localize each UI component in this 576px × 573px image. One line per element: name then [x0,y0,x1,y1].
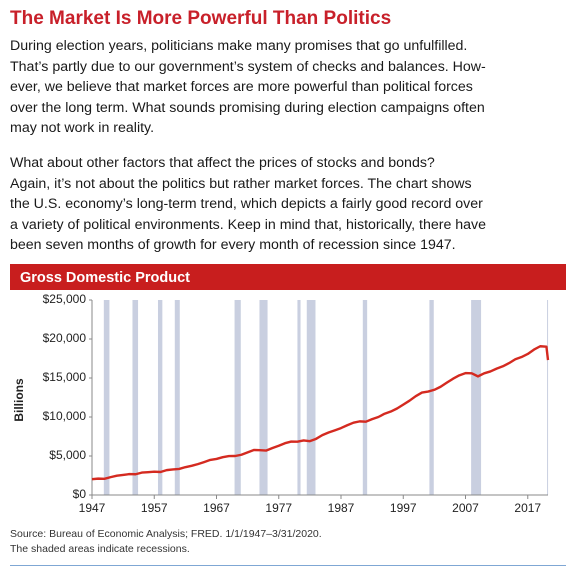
recession-band [297,300,301,495]
recession-band [103,300,110,495]
source: Source: Bureau of Economic Analysis; FRE… [10,528,322,540]
paragraph: During election years, politicians make … [10,36,486,139]
y-tick-label: $10,000 [43,409,87,423]
y-tick-label: $15,000 [43,370,87,384]
x-tick-label: 1987 [328,501,355,515]
text-line: a variety of political environments. Kee… [10,216,487,233]
x-tick-label: 1977 [265,501,292,515]
recession-band [429,300,434,495]
x-tick-label: 1947 [79,501,106,515]
text-line: over the long term. What sounds promisin… [10,99,485,116]
x-tick-label: 1967 [203,501,230,515]
x-tick-label: 2007 [452,501,479,515]
text-line: been seven months of growth for every mo… [10,237,456,254]
line-series [91,345,550,481]
x-tick-label: 2017 [514,501,541,515]
recession-band [132,300,139,495]
recession-band [259,300,268,495]
y-tick-label: $20,000 [43,331,87,345]
y-tick-label: $25,000 [43,292,87,306]
x-tick-label: 1997 [390,501,417,515]
recession-band [471,300,482,495]
text-line: That’s partly due to our government’s sy… [10,58,486,75]
chart-header [10,264,566,290]
note: The shaded areas indicate recessions. [10,543,190,555]
text-line: What about other factors that affect the… [10,155,435,171]
title: The Market Is More Powerful Than Politic… [10,8,392,29]
recession-band [234,300,241,495]
chart: Gross Domestic Product Billions $0 $5,000… [10,264,566,515]
recession-band [174,300,180,495]
recession-band [547,300,549,495]
text-line: may not work in reality. [10,120,155,137]
y-axis-label: Billions [12,378,26,422]
divider [10,565,566,566]
chart-title: Gross Domestic Product [20,270,190,286]
text-line: the U.S. economy’s long-term trend, whic… [10,196,483,213]
text-line: ever, we believe that market forces are … [10,79,473,96]
recession-band [157,300,163,495]
text-line: Again, it’s not about the politics but r… [10,175,472,192]
text-line: During election years, politicians make … [10,38,468,54]
x-tick-label: 1957 [141,501,168,515]
y-tick-label: $0 [73,487,87,501]
recession-band [362,300,368,495]
paragraph: What about other factors that affect the… [10,153,486,256]
recession-band [306,300,316,495]
y-tick-label: $5,000 [49,448,86,462]
